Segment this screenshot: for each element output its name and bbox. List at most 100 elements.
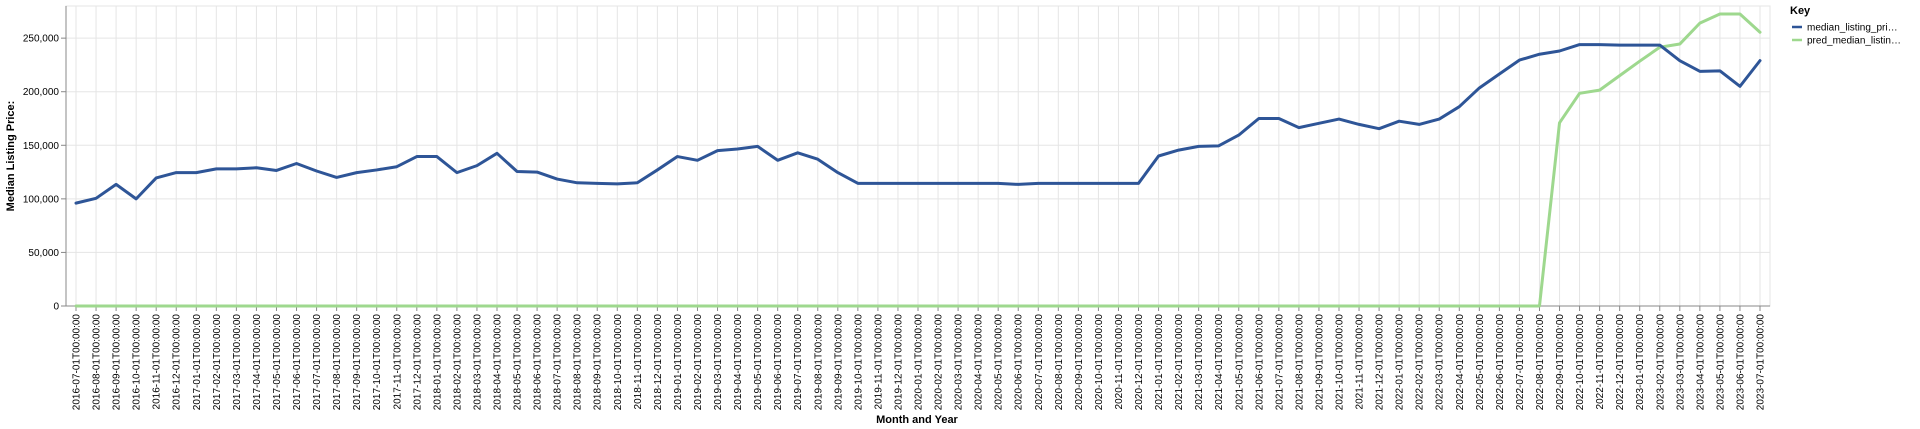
legend: Key median_listing_pri… pred_median_listi…	[1790, 5, 1901, 47]
legend-label-pred: pred_median_listin…	[1807, 36, 1901, 47]
x-tick-label: 2019-04-01T00:00:00	[733, 314, 744, 411]
x-tick-label: 2017-11-01T00:00:00	[392, 314, 403, 410]
x-tick-label: 2021-02-01T00:00:00	[1174, 314, 1185, 411]
x-tick-label: 2021-07-01T00:00:00	[1274, 314, 1285, 411]
x-tick-label: 2019-02-01T00:00:00	[693, 314, 704, 411]
x-tick-label: 2023-07-01T00:00:00	[1756, 314, 1767, 411]
x-tick-label: 2022-01-01T00:00:00	[1395, 314, 1406, 411]
x-tick-label: 2016-07-01T00:00:00	[72, 314, 83, 411]
legend-label-median: median_listing_pri…	[1807, 23, 1898, 34]
x-tick-label: 2017-07-01T00:00:00	[312, 314, 323, 411]
x-tick-label: 2020-04-01T00:00:00	[974, 314, 985, 411]
x-tick-label: 2019-12-01T00:00:00	[893, 314, 904, 411]
y-tick-label: 50,000	[28, 248, 59, 259]
x-tick-label: 2021-11-01T00:00:00	[1355, 314, 1366, 410]
x-tick-label: 2023-06-01T00:00:00	[1735, 314, 1746, 411]
x-tick-label: 2020-06-01T00:00:00	[1014, 314, 1025, 411]
x-tick-label: 2023-02-01T00:00:00	[1655, 314, 1666, 411]
x-tick-label: 2018-07-01T00:00:00	[553, 314, 564, 411]
x-tick-label: 2020-02-01T00:00:00	[934, 314, 945, 411]
x-tick-label: 2016-12-01T00:00:00	[172, 314, 183, 411]
x-tick-label: 2022-04-01T00:00:00	[1455, 314, 1466, 411]
x-tick-label: 2019-01-01T00:00:00	[673, 314, 684, 411]
x-tick-label: 2017-04-01T00:00:00	[252, 314, 263, 411]
x-tick-label: 2018-04-01T00:00:00	[493, 314, 504, 411]
x-tick-label: 2016-09-01T00:00:00	[112, 314, 123, 411]
grid-lines	[65, 5, 1771, 307]
x-tick-label: 2017-01-01T00:00:00	[192, 314, 203, 411]
axes	[61, 6, 1770, 311]
x-tick-label: 2021-01-01T00:00:00	[1154, 314, 1165, 411]
x-tick-label: 2016-11-01T00:00:00	[152, 314, 163, 410]
x-tick-label: 2018-02-01T00:00:00	[452, 314, 463, 411]
x-tick-label: 2021-04-01T00:00:00	[1214, 314, 1225, 411]
x-tick-label: 2022-06-01T00:00:00	[1495, 314, 1506, 411]
y-tick-label: 200,000	[23, 87, 60, 98]
x-tick-label: 2020-11-01T00:00:00	[1114, 314, 1125, 410]
x-tick-label: 2019-09-01T00:00:00	[833, 314, 844, 411]
x-tick-label: 2017-10-01T00:00:00	[372, 314, 383, 411]
x-axis-title: Month and Year	[876, 414, 958, 426]
x-tick-label: 2018-05-01T00:00:00	[513, 314, 524, 411]
x-tick-label: 2018-11-01T00:00:00	[633, 314, 644, 410]
x-tick-label: 2017-09-01T00:00:00	[352, 314, 363, 411]
x-tick-label: 2017-06-01T00:00:00	[292, 314, 303, 411]
x-tick-label: 2020-07-01T00:00:00	[1034, 314, 1045, 411]
x-tick-label: 2018-01-01T00:00:00	[432, 314, 443, 411]
x-tick-label: 2020-09-01T00:00:00	[1074, 314, 1085, 411]
x-tick-label: 2023-05-01T00:00:00	[1715, 314, 1726, 411]
x-tick-label: 2018-10-01T00:00:00	[613, 314, 624, 411]
x-tick-label: 2020-03-01T00:00:00	[954, 314, 965, 411]
x-tick-label: 2020-01-01T00:00:00	[914, 314, 925, 411]
x-tick-label: 2019-10-01T00:00:00	[853, 314, 864, 411]
x-tick-label: 2022-02-01T00:00:00	[1415, 314, 1426, 411]
x-tick-label: 2016-08-01T00:00:00	[92, 314, 103, 411]
x-tick-label: 2018-08-01T00:00:00	[573, 314, 584, 411]
x-tick-label: 2022-03-01T00:00:00	[1435, 314, 1446, 411]
y-tick-label: 100,000	[23, 194, 60, 205]
x-tick-label: 2019-05-01T00:00:00	[753, 314, 764, 411]
series-lines	[74, 12, 1762, 308]
x-tick-label: 2023-04-01T00:00:00	[1695, 314, 1706, 411]
x-tick-label: 2017-02-01T00:00:00	[212, 314, 223, 411]
x-tick-label: 2019-07-01T00:00:00	[793, 314, 804, 411]
legend-title: Key	[1790, 5, 1811, 17]
x-tick-label: 2021-10-01T00:00:00	[1335, 314, 1346, 411]
series-line-median	[74, 43, 1762, 205]
x-tick-label: 2019-03-01T00:00:00	[713, 314, 724, 411]
series-line-pred	[74, 12, 1762, 308]
x-tick-label: 2017-08-01T00:00:00	[332, 314, 343, 411]
x-tick-label: 2023-03-01T00:00:00	[1675, 314, 1686, 411]
x-tick-label: 2022-11-01T00:00:00	[1595, 314, 1606, 410]
y-tick-label: 150,000	[23, 141, 60, 152]
x-tick-label: 2016-10-01T00:00:00	[132, 314, 143, 411]
x-tick-label: 2021-05-01T00:00:00	[1234, 314, 1245, 411]
x-tick-label: 2020-05-01T00:00:00	[994, 314, 1005, 411]
x-tick-label: 2019-11-01T00:00:00	[873, 314, 884, 410]
x-tick-label: 2018-12-01T00:00:00	[653, 314, 664, 411]
x-tick-label: 2022-07-01T00:00:00	[1515, 314, 1526, 411]
x-tick-label: 2022-08-01T00:00:00	[1535, 314, 1546, 411]
y-tick-label: 250,000	[23, 34, 60, 45]
x-tick-label: 2018-03-01T00:00:00	[472, 314, 483, 411]
y-tick-label: 0	[53, 302, 59, 313]
x-tick-label: 2021-12-01T00:00:00	[1375, 314, 1386, 411]
x-tick-label: 2021-03-01T00:00:00	[1194, 314, 1205, 411]
tick-labels: 0 50,000 100,000 150,000 200,000 250,000 2016-…	[23, 34, 1767, 411]
x-tick-label: 2022-09-01T00:00:00	[1555, 314, 1566, 411]
x-tick-label: 2023-01-01T00:00:00	[1635, 314, 1646, 411]
x-tick-label: 2022-10-01T00:00:00	[1575, 314, 1586, 411]
y-axis-title: Median Listing Price:	[5, 101, 17, 212]
x-tick-label: 2019-06-01T00:00:00	[773, 314, 784, 411]
x-tick-label: 2021-08-01T00:00:00	[1294, 314, 1305, 411]
x-tick-label: 2021-06-01T00:00:00	[1254, 314, 1265, 411]
x-tick-label: 2020-10-01T00:00:00	[1094, 314, 1105, 411]
x-tick-label: 2021-09-01T00:00:00	[1314, 314, 1325, 411]
x-tick-label: 2018-06-01T00:00:00	[533, 314, 544, 411]
x-tick-label: 2022-05-01T00:00:00	[1475, 314, 1486, 411]
x-tick-label: 2018-09-01T00:00:00	[593, 314, 604, 411]
x-tick-label: 2020-12-01T00:00:00	[1134, 314, 1145, 411]
x-tick-label: 2017-12-01T00:00:00	[412, 314, 423, 411]
x-tick-label: 2017-05-01T00:00:00	[272, 314, 283, 411]
